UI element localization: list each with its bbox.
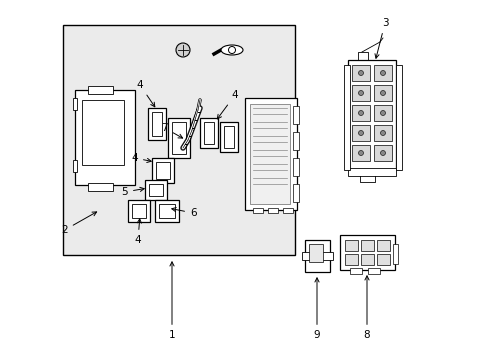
Bar xyxy=(203,122,214,144)
Circle shape xyxy=(358,71,363,76)
Bar xyxy=(132,204,146,218)
Text: 9: 9 xyxy=(313,278,320,340)
Text: 7: 7 xyxy=(161,123,182,138)
Circle shape xyxy=(380,150,385,156)
Text: 4: 4 xyxy=(137,80,155,107)
Bar xyxy=(156,162,170,179)
Bar xyxy=(392,244,397,264)
Bar xyxy=(155,200,179,222)
Bar xyxy=(373,125,391,141)
Bar xyxy=(75,90,135,185)
Circle shape xyxy=(380,71,385,76)
Bar xyxy=(200,118,218,148)
Bar xyxy=(128,200,150,222)
Bar xyxy=(302,252,332,260)
Circle shape xyxy=(380,131,385,135)
Bar xyxy=(395,65,401,170)
Bar xyxy=(347,168,395,176)
Circle shape xyxy=(176,43,190,57)
Bar xyxy=(373,105,391,121)
Bar xyxy=(149,184,163,196)
Bar xyxy=(168,118,190,158)
Bar xyxy=(360,240,373,251)
Bar xyxy=(73,98,77,110)
Bar xyxy=(308,244,323,262)
Bar xyxy=(63,25,294,255)
Text: 4: 4 xyxy=(134,219,141,245)
Bar xyxy=(343,65,349,170)
Bar xyxy=(244,98,296,210)
Bar xyxy=(345,254,357,265)
Text: 4: 4 xyxy=(217,90,238,119)
Bar xyxy=(351,65,369,81)
Bar xyxy=(249,104,289,204)
Text: 4: 4 xyxy=(131,153,151,163)
Bar xyxy=(360,254,373,265)
Bar xyxy=(88,86,113,94)
Circle shape xyxy=(380,111,385,116)
Bar xyxy=(349,268,361,274)
Circle shape xyxy=(358,150,363,156)
Bar xyxy=(351,105,369,121)
Bar xyxy=(351,85,369,101)
Text: 3: 3 xyxy=(374,18,387,58)
Bar xyxy=(88,183,113,191)
Bar xyxy=(351,145,369,161)
Circle shape xyxy=(228,46,235,54)
Bar xyxy=(373,85,391,101)
Bar xyxy=(292,132,298,150)
Bar xyxy=(172,122,185,154)
Bar xyxy=(159,204,175,218)
Bar xyxy=(373,65,391,81)
Bar xyxy=(252,208,263,213)
Bar xyxy=(345,240,357,251)
Circle shape xyxy=(358,90,363,95)
Bar xyxy=(283,208,292,213)
Bar xyxy=(152,112,162,136)
Bar xyxy=(292,184,298,202)
Bar xyxy=(267,208,278,213)
Text: 6: 6 xyxy=(171,207,196,218)
Text: 2: 2 xyxy=(61,212,97,235)
Bar xyxy=(305,240,329,272)
Bar xyxy=(148,108,165,140)
Bar xyxy=(351,125,369,141)
Bar xyxy=(376,254,389,265)
Bar xyxy=(73,160,77,172)
Text: 1: 1 xyxy=(168,262,175,340)
Bar xyxy=(347,60,395,170)
Text: 8: 8 xyxy=(363,276,369,340)
Circle shape xyxy=(380,90,385,95)
Bar xyxy=(152,158,174,183)
Bar xyxy=(292,158,298,176)
Bar xyxy=(82,100,124,165)
Bar xyxy=(367,268,379,274)
Circle shape xyxy=(358,131,363,135)
Circle shape xyxy=(358,111,363,116)
Ellipse shape xyxy=(221,45,243,55)
Bar xyxy=(145,180,167,200)
Bar xyxy=(292,106,298,124)
Bar xyxy=(373,145,391,161)
Text: 5: 5 xyxy=(121,187,144,197)
Bar xyxy=(220,122,238,152)
Bar xyxy=(224,126,234,148)
Bar xyxy=(376,240,389,251)
Bar xyxy=(339,235,394,270)
